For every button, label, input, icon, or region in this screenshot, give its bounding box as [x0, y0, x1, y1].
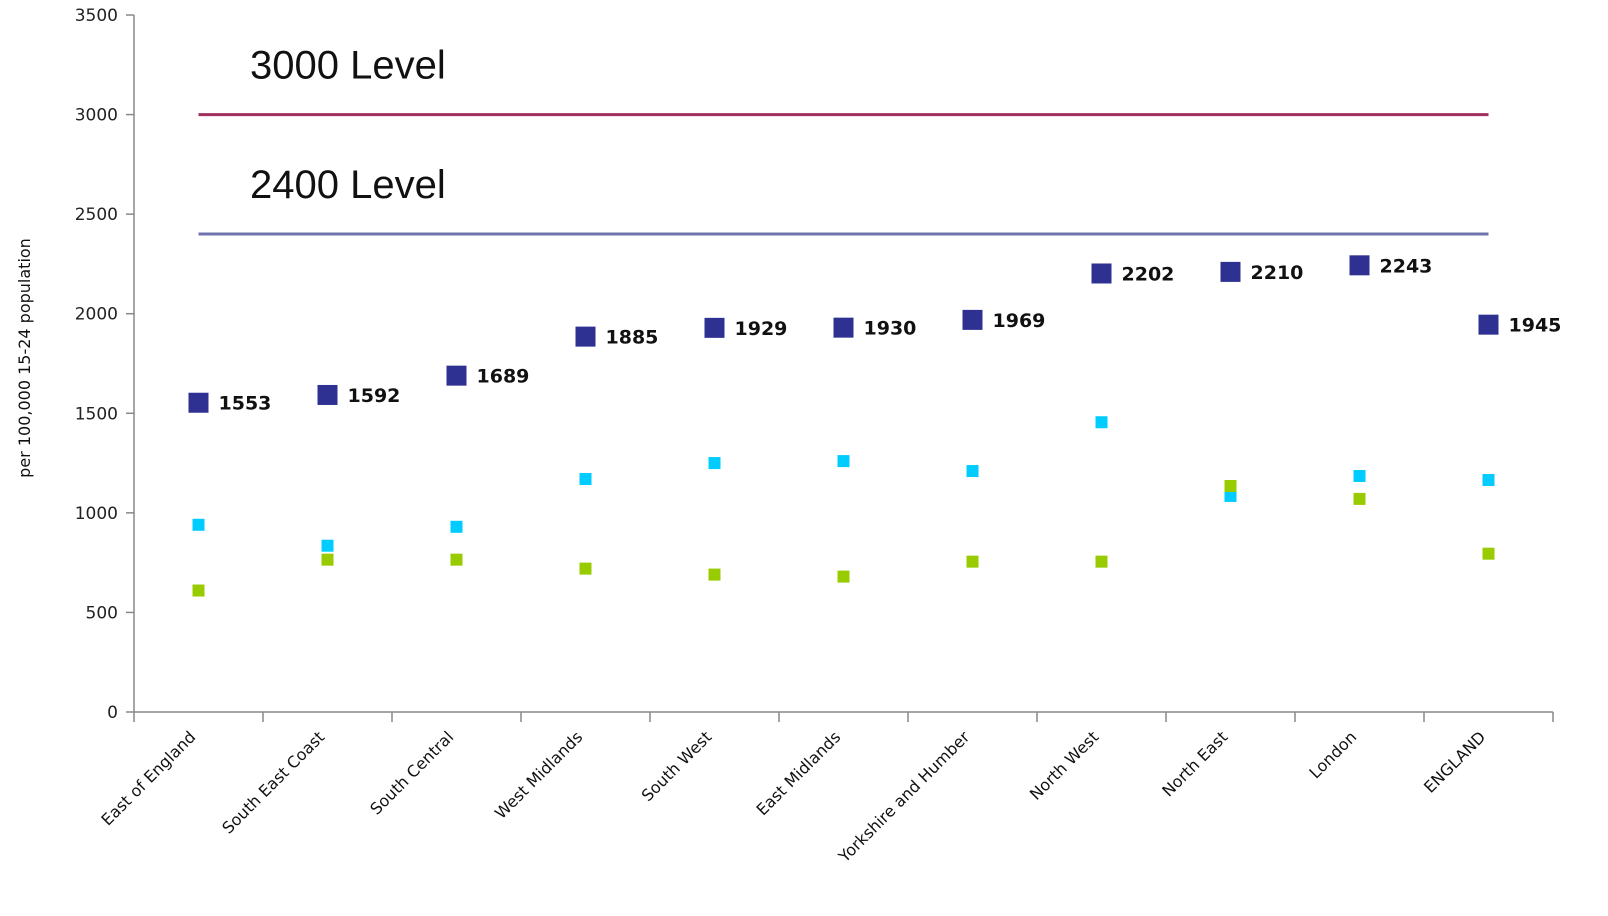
data-point [446, 365, 467, 386]
data-point [1482, 547, 1495, 560]
x-tick-label: South East Coast [218, 727, 328, 837]
data-point [188, 392, 209, 413]
data-label: 2243 [1380, 255, 1433, 277]
data-point [1353, 470, 1366, 483]
data-label: 2210 [1251, 262, 1304, 284]
data-point [192, 584, 205, 597]
data-point [579, 562, 592, 575]
data-point [1095, 555, 1108, 568]
data-point [1095, 416, 1108, 429]
data-label: 1592 [348, 385, 401, 407]
x-tick-label: London [1305, 727, 1360, 782]
y-axis-label: per 100,000 15-24 population [15, 238, 34, 478]
data-point [833, 317, 854, 338]
y-tick-label: 3500 [75, 6, 118, 26]
data-point [192, 518, 205, 531]
data-point [708, 568, 721, 581]
x-tick-label: ENGLAND [1420, 727, 1489, 796]
data-point [837, 455, 850, 468]
data-point [1353, 492, 1366, 505]
y-tick-label: 0 [107, 703, 118, 723]
data-label: 1885 [606, 327, 659, 349]
x-tick-label: North East [1158, 727, 1231, 800]
data-point [1349, 255, 1370, 276]
data-point [321, 539, 334, 552]
data-point [966, 465, 979, 478]
data-point [450, 553, 463, 566]
x-tick-label: East Midlands [752, 727, 844, 819]
axes: 0 500 1000 1500 2000 2500 3000 3500 East of Engl… [75, 6, 1554, 867]
y-tick-label: 3000 [75, 106, 118, 126]
y-tick-label: 500 [86, 603, 118, 623]
y-tick-label: 2500 [75, 205, 118, 225]
x-tick-label: East of England [97, 727, 199, 829]
y-tick-label: 1000 [75, 504, 118, 524]
data-point [708, 457, 721, 470]
data-point [579, 473, 592, 486]
y-tick-label: 1500 [75, 404, 118, 424]
data-point [1224, 489, 1237, 502]
data-label: 1945 [1509, 315, 1562, 337]
data-label: 1689 [477, 366, 530, 388]
data-point [1224, 479, 1237, 492]
data-label: 1930 [864, 318, 917, 340]
x-tick-label: Yorkshire and Humber [834, 727, 974, 867]
x-tick-label: North West [1026, 727, 1102, 803]
data-label: 2202 [1122, 263, 1175, 285]
x-tick-label: South Central [366, 727, 457, 818]
x-tick-label: West Midlands [491, 727, 586, 822]
data-point [317, 384, 338, 405]
data-label: 1553 [219, 393, 272, 415]
data-point [704, 317, 725, 338]
data-label: 1969 [993, 310, 1046, 332]
data-marks: 1553 1592 1689 1885 1929 1930 1969 2202 2210 2243… [188, 255, 1562, 597]
data-point [450, 520, 463, 533]
data-point [962, 309, 983, 330]
data-label: 1929 [735, 318, 788, 340]
data-point [575, 326, 596, 347]
x-tick-label: South West [638, 727, 716, 805]
reference-line-label: 2400 Level [250, 163, 446, 207]
data-point [1482, 473, 1495, 486]
data-point [1478, 314, 1499, 335]
data-point [321, 553, 334, 566]
reference-lines: 3000 Level 2400 Level [198, 44, 1489, 236]
data-point [1091, 263, 1112, 284]
data-point [837, 570, 850, 583]
reference-line-label: 3000 Level [250, 44, 446, 88]
data-point [1220, 261, 1241, 282]
y-tick-label: 2000 [75, 305, 118, 325]
data-point [966, 555, 979, 568]
